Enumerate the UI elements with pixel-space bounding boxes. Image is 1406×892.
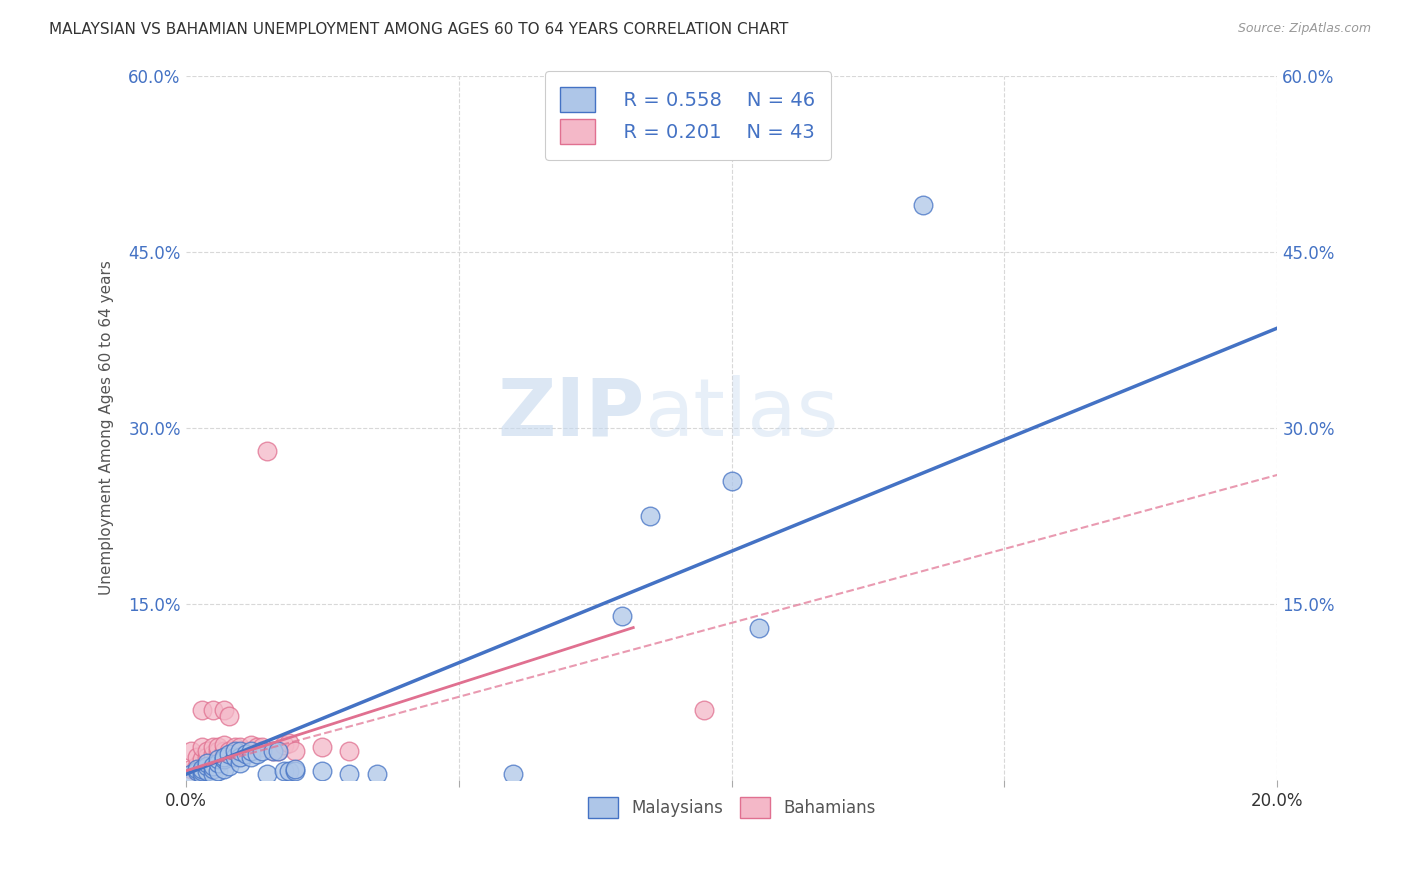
Point: [267, 744, 290, 758]
Point: [218, 759, 240, 773]
Point: [638, 508, 661, 523]
Point: [218, 747, 240, 762]
Point: [256, 444, 278, 458]
Point: [337, 767, 360, 781]
Point: [267, 744, 290, 758]
Point: [180, 762, 202, 776]
Point: [212, 703, 235, 717]
Text: ZIP: ZIP: [496, 375, 644, 453]
Text: MALAYSIAN VS BAHAMIAN UNEMPLOYMENT AMONG AGES 60 TO 64 YEARS CORRELATION CHART: MALAYSIAN VS BAHAMIAN UNEMPLOYMENT AMONG…: [49, 22, 789, 37]
Point: [197, 749, 219, 764]
Point: [256, 767, 278, 781]
Point: [311, 740, 333, 755]
Point: [284, 764, 307, 778]
Point: [278, 736, 301, 750]
Point: [207, 764, 229, 778]
Point: [201, 747, 224, 762]
Point: [911, 198, 934, 212]
Point: [191, 752, 214, 766]
Point: [191, 764, 214, 778]
Point: [197, 756, 219, 770]
Point: [284, 744, 307, 758]
Point: [218, 708, 240, 723]
Point: [212, 749, 235, 764]
Point: [720, 474, 742, 488]
Point: [262, 744, 284, 758]
Point: [224, 744, 246, 758]
Point: [250, 744, 273, 758]
Legend: Malaysians, Bahamians: Malaysians, Bahamians: [581, 790, 882, 825]
Point: [201, 703, 224, 717]
Point: [262, 744, 284, 758]
Point: [240, 744, 263, 758]
Point: [235, 744, 257, 758]
Point: [191, 762, 214, 776]
Point: [273, 764, 295, 778]
Point: [229, 756, 252, 770]
Point: [201, 740, 224, 755]
Point: [245, 747, 267, 762]
Point: [240, 738, 263, 752]
Point: [212, 744, 235, 758]
Point: [250, 740, 273, 755]
Point: [212, 749, 235, 764]
Point: [207, 752, 229, 766]
Point: [693, 703, 716, 717]
Point: [201, 762, 224, 776]
Point: [273, 738, 295, 752]
Point: [186, 759, 208, 773]
Point: [201, 752, 224, 766]
Point: [212, 752, 235, 766]
Point: [207, 740, 229, 755]
Point: [186, 749, 208, 764]
Point: [186, 762, 208, 776]
Point: [748, 621, 770, 635]
Point: [224, 740, 246, 755]
Point: [311, 764, 333, 778]
Point: [212, 762, 235, 776]
Point: [229, 740, 252, 755]
Point: [180, 744, 202, 758]
Point: [229, 749, 252, 764]
Point: [366, 767, 388, 781]
Point: [201, 759, 224, 773]
Point: [207, 752, 229, 766]
Point: [191, 762, 214, 776]
Point: [191, 703, 214, 717]
Point: [245, 740, 267, 755]
Point: [191, 740, 214, 755]
Point: [229, 744, 252, 758]
Point: [191, 767, 214, 781]
Point: [224, 747, 246, 762]
Point: [186, 764, 208, 778]
Point: [612, 608, 634, 623]
Point: [240, 749, 263, 764]
Point: [235, 747, 257, 762]
Point: [218, 744, 240, 758]
Point: [278, 764, 301, 778]
Point: [197, 759, 219, 773]
Point: [224, 749, 246, 764]
Text: Source: ZipAtlas.com: Source: ZipAtlas.com: [1237, 22, 1371, 36]
Point: [207, 744, 229, 758]
Point: [337, 744, 360, 758]
Point: [284, 762, 307, 776]
Point: [218, 749, 240, 764]
Y-axis label: Unemployment Among Ages 60 to 64 years: Unemployment Among Ages 60 to 64 years: [100, 260, 114, 595]
Point: [207, 756, 229, 770]
Point: [197, 744, 219, 758]
Text: atlas: atlas: [644, 375, 838, 453]
Point: [212, 738, 235, 752]
Point: [229, 747, 252, 762]
Point: [180, 767, 202, 781]
Point: [201, 767, 224, 781]
Point: [197, 756, 219, 770]
Point: [197, 764, 219, 778]
Point: [186, 764, 208, 778]
Point: [502, 767, 524, 781]
